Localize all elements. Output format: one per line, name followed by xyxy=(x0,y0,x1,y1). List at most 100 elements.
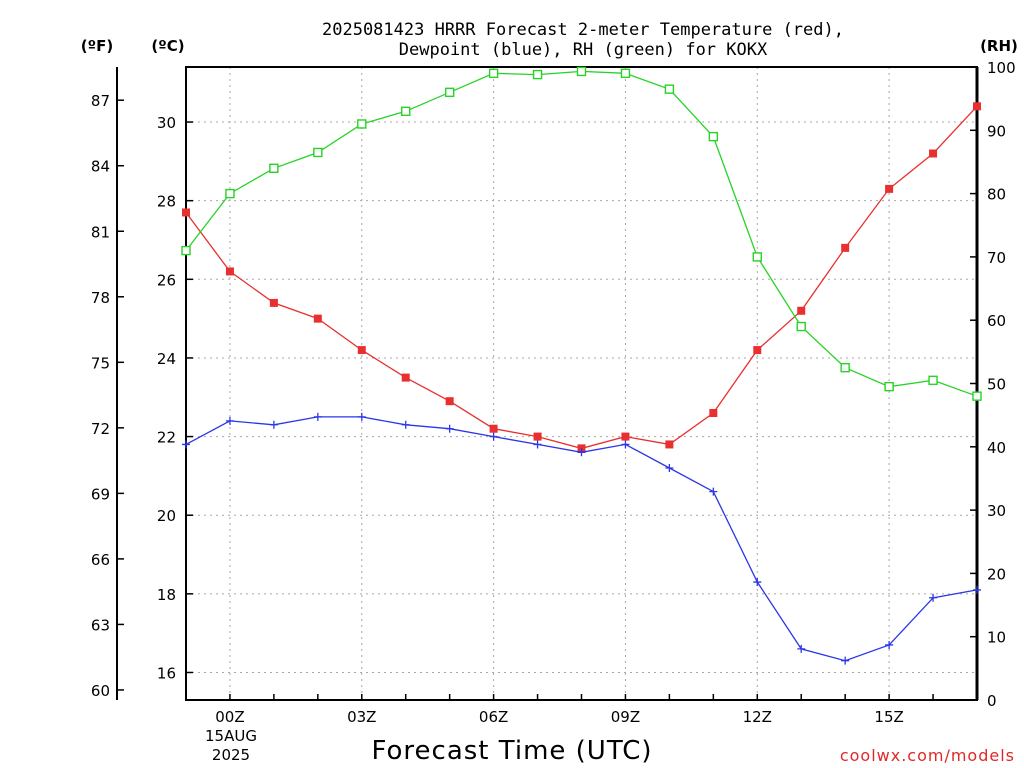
fahrenheit-tick-label: 84 xyxy=(91,158,110,176)
temperature-point xyxy=(709,408,718,417)
rh-tick-label: 70 xyxy=(987,249,1006,267)
dewpoint-point xyxy=(269,420,278,429)
temperature-point xyxy=(313,314,322,323)
temperature-point xyxy=(841,243,850,252)
rh-point xyxy=(532,69,543,80)
celsius-tick-label: 22 xyxy=(157,429,176,447)
rh-tick-label: 50 xyxy=(987,376,1006,394)
fahrenheit-tick-label: 75 xyxy=(91,354,110,372)
x-tick-label: 00Z xyxy=(215,708,244,726)
fahrenheit-tick-label: 60 xyxy=(91,682,110,700)
temperature-point xyxy=(269,298,278,307)
chart-title-line2: Dewpoint (blue), RH (green) for KOKX xyxy=(399,40,768,60)
temperature-point xyxy=(357,346,366,355)
celsius-tick-label: 24 xyxy=(157,350,176,368)
rh-tick-label: 20 xyxy=(987,565,1006,583)
fahrenheit-tick-label: 69 xyxy=(91,485,110,503)
fahrenheit-tick-label: 87 xyxy=(91,92,110,110)
fahrenheit-tick-label: 78 xyxy=(91,289,110,307)
rh-tick-label: 30 xyxy=(987,502,1006,520)
series xyxy=(181,66,982,665)
rh-point xyxy=(752,252,762,262)
temperature-point xyxy=(797,306,806,315)
plot-frame xyxy=(185,66,978,701)
dewpoint-point xyxy=(753,578,762,587)
temperature-point xyxy=(929,149,938,158)
dewpoint-point xyxy=(489,432,498,441)
fahrenheit-tick-label: 66 xyxy=(91,551,110,569)
unit-c-label: (ºC) xyxy=(151,37,184,55)
celsius-tick-label: 30 xyxy=(157,114,176,132)
rh-point xyxy=(620,68,631,79)
dewpoint-point xyxy=(665,464,674,473)
rh-point xyxy=(972,391,982,401)
x-tick-label: 12Z xyxy=(743,708,772,726)
rh-tick-label: 0 xyxy=(987,692,997,710)
dewpoint-point xyxy=(797,644,806,653)
rh-point xyxy=(269,163,279,173)
rh-point xyxy=(840,362,850,373)
fahrenheit-tick-label: 72 xyxy=(91,420,110,438)
celsius-tick-label: 18 xyxy=(157,586,176,604)
grid xyxy=(186,67,977,700)
temperature-point xyxy=(225,267,234,276)
celsius-tick-label: 20 xyxy=(157,507,176,525)
temperature-point xyxy=(182,208,190,217)
celsius-tick-label: 26 xyxy=(157,271,176,289)
rh-tick-label: 10 xyxy=(987,629,1006,647)
rh-point xyxy=(488,68,499,79)
dewpoint-point xyxy=(401,420,410,429)
dewpoint-point xyxy=(225,416,234,425)
celsius-tick-label: 16 xyxy=(157,664,176,682)
dewpoint-point xyxy=(929,593,938,602)
unit-rh-label: (RH) xyxy=(980,37,1018,55)
dewpoint-point xyxy=(533,440,542,449)
temperature-point xyxy=(885,184,894,193)
dewpoint-point xyxy=(357,412,366,421)
rh-tick-label: 100 xyxy=(987,59,1016,77)
temperature-point xyxy=(489,424,498,433)
date-label-line1: 15AUG xyxy=(205,727,257,745)
rh-point xyxy=(708,131,719,142)
rh-point xyxy=(444,87,455,98)
rh-point xyxy=(576,66,587,77)
rh-tick-label: 90 xyxy=(987,122,1006,140)
x-tick-label: 09Z xyxy=(611,708,640,726)
temperature-point xyxy=(533,432,542,441)
dewpoint-point xyxy=(841,656,850,665)
credit-text[interactable]: coolwx.com/models xyxy=(840,746,1015,765)
temperature-point xyxy=(445,397,454,406)
dewpoint-point xyxy=(885,640,894,649)
rh-point xyxy=(884,381,894,392)
fahrenheit-tick-label: 63 xyxy=(91,616,110,634)
chart-title-line1: 2025081423 HRRR Forecast 2-meter Tempera… xyxy=(322,20,844,40)
temperature-point xyxy=(621,432,630,441)
rh-point xyxy=(928,375,938,386)
rh-point xyxy=(225,188,235,199)
rh-line xyxy=(185,70,978,397)
temperature-point xyxy=(665,440,674,449)
rh-tick-label: 60 xyxy=(987,312,1006,330)
rh-point xyxy=(664,84,675,94)
dewpoint-point xyxy=(182,440,190,449)
x-axis-title: Forecast Time (UTC) xyxy=(371,736,652,766)
rh-point xyxy=(313,147,323,158)
rh-point xyxy=(181,245,191,256)
dewpoint-point xyxy=(577,448,586,457)
axes: 60 63 66 69 72 75 78 81 84 87 16 18 20 22 24 26 28 30 0 10 2… xyxy=(91,59,1016,726)
dewpoint-point xyxy=(313,412,322,421)
temperature-point xyxy=(753,346,762,355)
unit-f-label: (ºF) xyxy=(81,37,113,55)
celsius-tick-label: 28 xyxy=(157,193,176,211)
date-label-line2: 2025 xyxy=(212,746,250,764)
dewpoint-point xyxy=(621,440,630,449)
dewpoint-point xyxy=(445,424,454,433)
rh-point xyxy=(796,321,806,332)
x-tick-label: 06Z xyxy=(479,708,508,726)
dewpoint-point xyxy=(709,487,718,496)
rh-point xyxy=(401,106,411,117)
x-tick-label: 03Z xyxy=(347,708,376,726)
rh-tick-label: 40 xyxy=(987,439,1006,457)
fahrenheit-tick-label: 81 xyxy=(91,223,110,241)
